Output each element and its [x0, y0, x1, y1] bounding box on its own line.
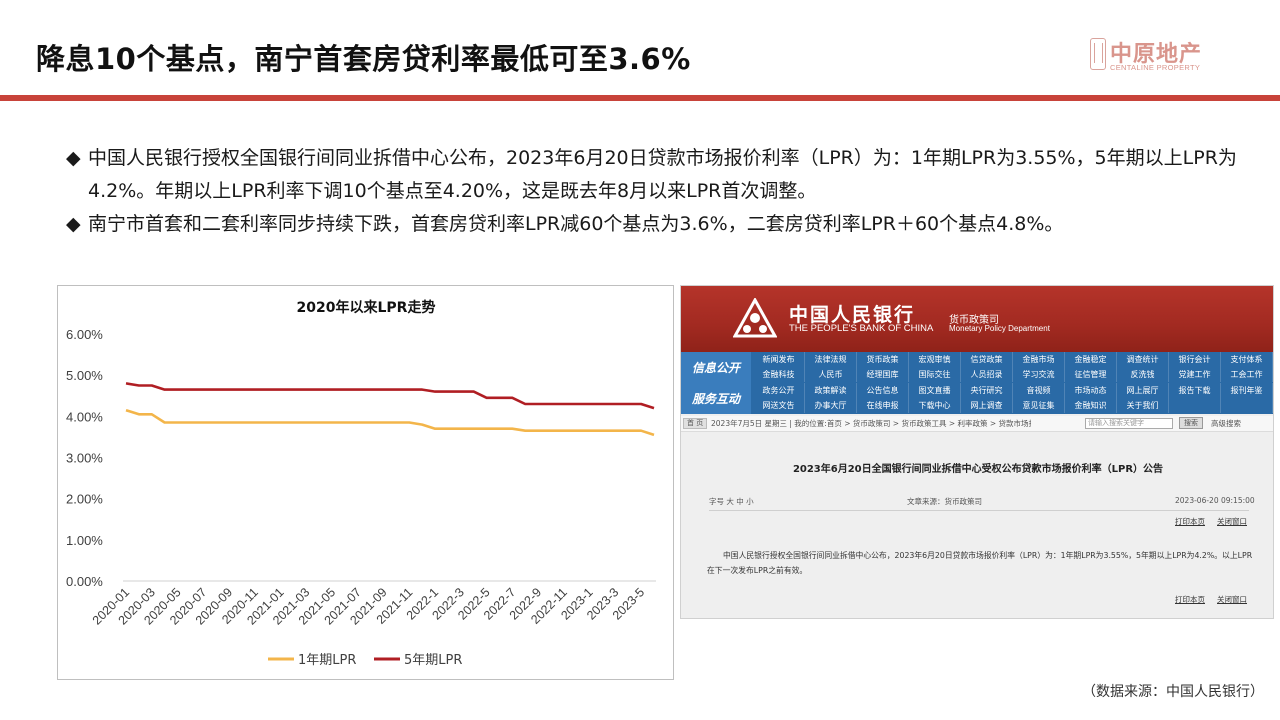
legend-label: 1年期LPR [298, 653, 356, 668]
y-tick-label: 6.00% [66, 327, 103, 342]
pboc-header: 中国人民银行 THE PEOPLE'S BANK OF CHINA 货币政策司 … [681, 286, 1273, 352]
y-tick-label: 3.00% [66, 451, 103, 466]
nav-item [1221, 398, 1273, 413]
print-link-bottom[interactable]: 打印本页 [1175, 595, 1205, 604]
y-tick-label: 0.00% [66, 574, 103, 589]
pboc-nav: 信息公开 服务互动 新闻发布 法律法规 货币政策 宏观审慎 信贷政策 金融市场 … [681, 352, 1273, 414]
nav-item[interactable]: 支付体系 [1221, 352, 1273, 367]
nav-item[interactable]: 网上调查 [961, 398, 1013, 413]
nav-item[interactable]: 宏观审慎 [909, 352, 961, 367]
nav-item[interactable]: 报刊年鉴 [1221, 383, 1273, 398]
nav-row: 政务公开 政策解读 公告信息 图文直播 央行研究 音视频 市场动态 网上展厅 报… [753, 383, 1273, 398]
nav-side-info[interactable]: 信息公开 [681, 352, 751, 383]
article-source: 文章来源：货币政策司 [907, 497, 982, 506]
pboc-emblem-icon [733, 298, 777, 338]
dept-name-en: Monetary Policy Department [949, 324, 1050, 333]
breadcrumb-text: 2023年7月5日 星期三 | 我的位置:首页 > 货币政策司 > 货币政策工具… [711, 419, 1031, 428]
nav-item[interactable]: 国际交往 [909, 367, 961, 382]
nav-item[interactable]: 央行研究 [961, 383, 1013, 398]
slide-title: 降息10个基点，南宁首套房贷利率最低可至3.6% [36, 42, 691, 76]
nav-item[interactable]: 货币政策 [857, 352, 909, 367]
logo-name: 中原地产 [1110, 42, 1203, 67]
nav-side-service[interactable]: 服务互动 [681, 383, 751, 414]
article-body: 中国人民银行授权全国银行间同业拆借中心公布，2023年6月20日贷款市场报价利率… [707, 551, 1253, 575]
legend-label: 5年期LPR [404, 653, 462, 668]
nav-row: 新闻发布 法律法规 货币政策 宏观审慎 信贷政策 金融市场 金融稳定 调查统计 … [753, 352, 1273, 367]
nav-item[interactable]: 市场动态 [1065, 383, 1117, 398]
advanced-search-link[interactable]: 高级搜索 [1211, 419, 1241, 428]
logo-english: CENTALINE PROPERTY [1110, 63, 1201, 72]
home-button[interactable]: 首 页 [683, 418, 708, 429]
bank-name-cn: 中国人民银行 [789, 304, 916, 326]
nav-item[interactable]: 工会工作 [1221, 367, 1273, 382]
pboc-webpage-screenshot: 中国人民银行 THE PEOPLE'S BANK OF CHINA 货币政策司 … [680, 285, 1274, 619]
article-panel: 2023年6月20日全国银行间同业拆借中心受权公布贷款市场报价利率（LPR）公告… [681, 438, 1273, 618]
nav-item[interactable]: 金融科技 [753, 367, 805, 382]
nav-item[interactable]: 公告信息 [857, 383, 909, 398]
nav-item[interactable]: 人员招录 [961, 367, 1013, 382]
bullet-item: ◆ 南宁市首套和二套利率同步持续下跌，首套房贷利率LPR减60个基点为3.6%，… [66, 208, 1246, 241]
nav-row: 金融科技 人民币 经理国库 国际交往 人员招录 学习交流 征信管理 反洗钱 党建… [753, 367, 1273, 382]
close-link-bottom[interactable]: 关闭窗口 [1217, 595, 1247, 604]
search-input[interactable]: 请输入搜索关键字 [1085, 418, 1173, 429]
print-link-top[interactable]: 打印本页 [1175, 517, 1205, 526]
series-line-lpr-1y [125, 408, 655, 437]
article-title: 2023年6月20日全国银行间同业拆借中心受权公布贷款市场报价利率（LPR）公告 [792, 464, 1164, 475]
y-tick-label: 4.00% [66, 409, 103, 424]
nav-item [1169, 398, 1221, 413]
nav-item[interactable]: 政策解读 [805, 383, 857, 398]
diamond-bullet-icon: ◆ [66, 147, 81, 169]
nav-item[interactable]: 意见征集 [1013, 398, 1065, 413]
nav-item[interactable]: 征信管理 [1065, 367, 1117, 382]
nav-item[interactable]: 经理国库 [857, 367, 909, 382]
bullet-list: ◆ 中国人民银行授权全国银行间同业拆借中心公布，2023年6月20日贷款市场报价… [66, 142, 1246, 241]
chart-title: 2020年以来LPR走势 [297, 299, 436, 316]
font-size-control[interactable]: 字号 大 中 小 [709, 497, 754, 506]
breadcrumb: 首 页 2023年7月5日 星期三 | 我的位置:首页 > 货币政策司 > 货币… [681, 416, 1273, 432]
title-rule [0, 95, 1280, 101]
nav-item[interactable]: 信贷政策 [961, 352, 1013, 367]
nav-item[interactable]: 法律法规 [805, 352, 857, 367]
bullet-text: 南宁市首套和二套利率同步持续下跌，首套房贷利率LPR减60个基点为3.6%，二套… [88, 213, 1064, 235]
nav-item[interactable]: 政务公开 [753, 383, 805, 398]
nav-item[interactable]: 新闻发布 [753, 352, 805, 367]
dept-name-cn: 货币政策司 [949, 315, 999, 326]
y-tick-label: 5.00% [66, 368, 103, 383]
diamond-bullet-icon: ◆ [66, 213, 81, 235]
nav-item[interactable]: 金融知识 [1065, 398, 1117, 413]
nav-item[interactable]: 党建工作 [1169, 367, 1221, 382]
nav-item[interactable]: 报告下载 [1169, 383, 1221, 398]
y-tick-label: 1.00% [66, 533, 103, 548]
series-line-lpr-5y [125, 382, 655, 410]
nav-item[interactable]: 图文直播 [909, 383, 961, 398]
nav-item[interactable]: 学习交流 [1013, 367, 1065, 382]
bank-name-en: THE PEOPLE'S BANK OF CHINA [789, 323, 934, 334]
nav-item[interactable]: 网上展厅 [1117, 383, 1169, 398]
lpr-chart-svg: 2020年以来LPR走势 0.00% 1.00% 2.00% 3.00% 4.00% 5.… [66, 299, 656, 668]
nav-item[interactable]: 在线申报 [857, 398, 909, 413]
nav-item[interactable]: 银行会计 [1169, 352, 1221, 367]
data-source-note: （数据来源：中国人民银行） [1082, 684, 1264, 700]
nav-item[interactable]: 人民币 [805, 367, 857, 382]
nav-item[interactable]: 办事大厅 [805, 398, 857, 413]
logo-seal-icon [1090, 38, 1106, 70]
meta-divider [709, 510, 1249, 511]
y-tick-label: 2.00% [66, 492, 103, 507]
close-link-top[interactable]: 关闭窗口 [1217, 517, 1247, 526]
lpr-chart: 2020年以来LPR走势 0.00% 1.00% 2.00% 3.00% 4.00% 5.… [57, 285, 674, 680]
nav-item[interactable]: 反洗钱 [1117, 367, 1169, 382]
nav-item[interactable]: 音视频 [1013, 383, 1065, 398]
nav-item[interactable]: 网送文告 [753, 398, 805, 413]
nav-item[interactable]: 金融市场 [1013, 352, 1065, 367]
nav-item[interactable]: 金融稳定 [1065, 352, 1117, 367]
centaline-logo: 中原地产 CENTALINE PROPERTY [1090, 36, 1220, 76]
nav-row: 网送文告 办事大厅 在线申报 下载中心 网上调查 意见征集 金融知识 关于我们 [753, 398, 1273, 413]
article-time: 2023-06-20 09:15:00 [1175, 496, 1255, 505]
bullet-item: ◆ 中国人民银行授权全国银行间同业拆借中心公布，2023年6月20日贷款市场报价… [66, 142, 1246, 208]
nav-item[interactable]: 下载中心 [909, 398, 961, 413]
nav-item[interactable]: 调查统计 [1117, 352, 1169, 367]
search-button[interactable]: 搜索 [1179, 417, 1203, 429]
bullet-text: 中国人民银行授权全国银行间同业拆借中心公布，2023年6月20日贷款市场报价利率… [88, 147, 1237, 202]
nav-item[interactable]: 关于我们 [1117, 398, 1169, 413]
